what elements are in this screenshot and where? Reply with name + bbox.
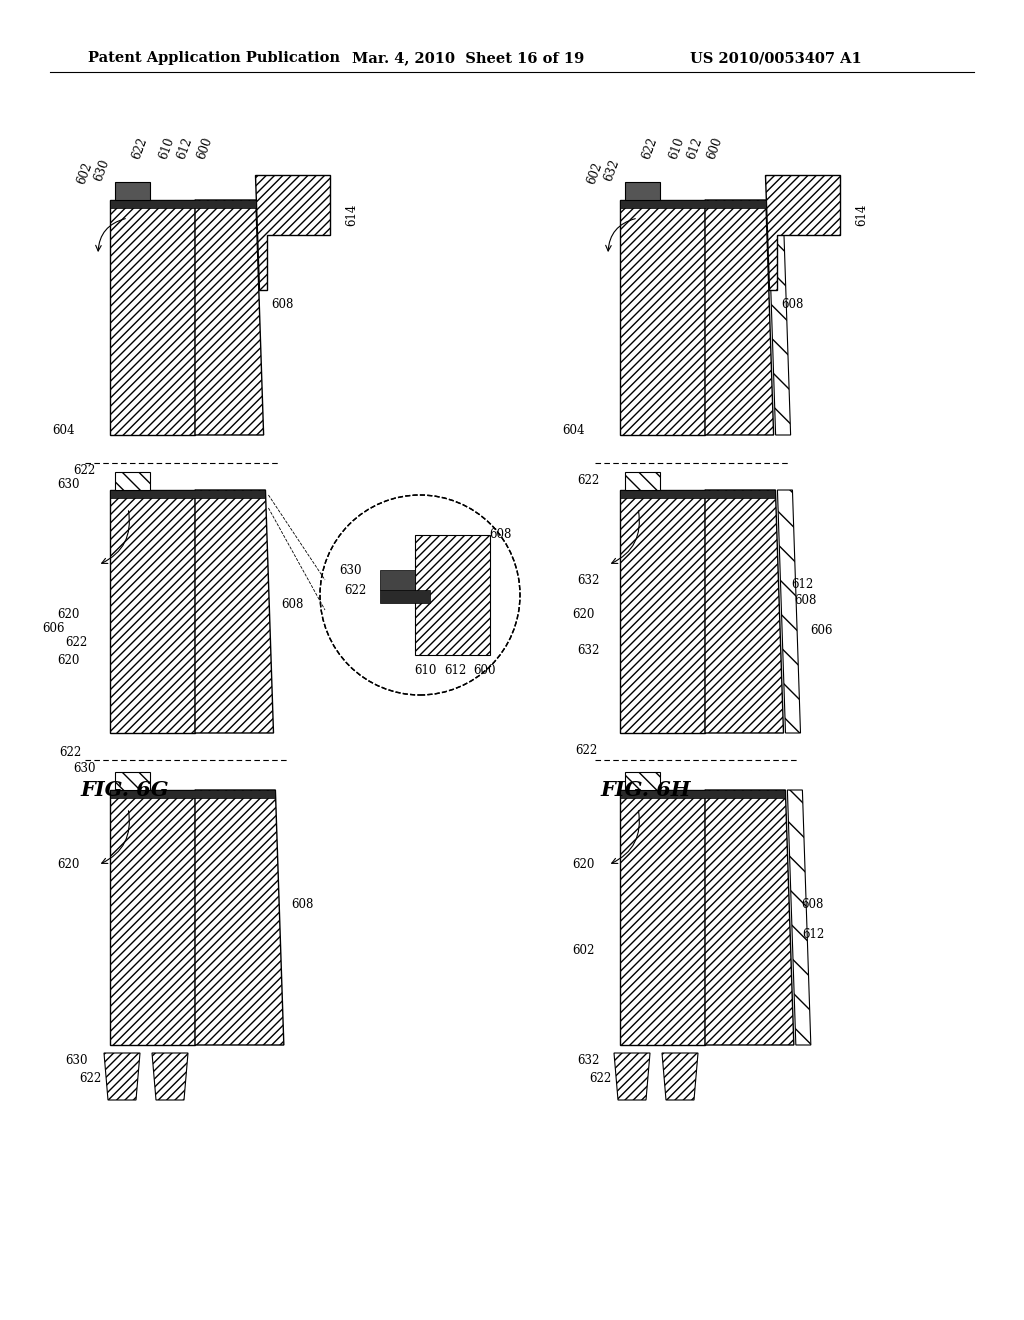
Text: 612: 612 — [803, 928, 824, 941]
Text: 632: 632 — [578, 1053, 600, 1067]
Text: 602: 602 — [75, 160, 95, 186]
Polygon shape — [620, 490, 705, 733]
Text: 620: 620 — [57, 609, 80, 622]
Text: 622: 622 — [590, 1072, 612, 1085]
Polygon shape — [625, 772, 660, 789]
Polygon shape — [115, 182, 150, 201]
Polygon shape — [110, 490, 265, 498]
Text: 606: 606 — [43, 622, 65, 635]
Text: 630: 630 — [92, 157, 112, 182]
Text: 608: 608 — [801, 899, 823, 912]
Polygon shape — [115, 473, 150, 490]
Polygon shape — [415, 535, 490, 655]
Text: 622: 622 — [66, 635, 88, 648]
Polygon shape — [195, 789, 284, 1045]
Polygon shape — [115, 772, 150, 789]
Polygon shape — [110, 789, 275, 799]
Polygon shape — [625, 182, 660, 201]
Polygon shape — [705, 789, 794, 1045]
Text: 610: 610 — [414, 664, 436, 676]
Polygon shape — [104, 1053, 140, 1100]
Text: 620: 620 — [572, 858, 595, 871]
Text: 608: 608 — [488, 528, 511, 541]
Text: 620: 620 — [572, 609, 595, 622]
Text: 630: 630 — [74, 762, 96, 775]
Text: 632: 632 — [578, 644, 600, 656]
Text: 610: 610 — [157, 135, 177, 161]
Text: 604: 604 — [52, 424, 75, 437]
Polygon shape — [380, 590, 430, 603]
Polygon shape — [620, 789, 785, 799]
Text: 622: 622 — [640, 136, 659, 161]
Text: 600: 600 — [474, 664, 497, 676]
Polygon shape — [620, 201, 705, 436]
Polygon shape — [380, 570, 415, 590]
Text: 630: 630 — [57, 478, 80, 491]
Polygon shape — [768, 201, 791, 436]
Text: 622: 622 — [73, 463, 95, 477]
Polygon shape — [620, 789, 705, 1045]
Text: 612: 612 — [685, 136, 705, 161]
Text: US 2010/0053407 A1: US 2010/0053407 A1 — [690, 51, 862, 65]
Polygon shape — [195, 201, 263, 436]
Polygon shape — [614, 1053, 650, 1100]
Text: 632: 632 — [578, 573, 600, 586]
Text: Mar. 4, 2010  Sheet 16 of 19: Mar. 4, 2010 Sheet 16 of 19 — [352, 51, 585, 65]
Text: 614: 614 — [345, 203, 358, 226]
Text: FIG. 6H: FIG. 6H — [600, 780, 690, 800]
Text: 622: 622 — [575, 743, 598, 756]
Text: 606: 606 — [810, 623, 833, 636]
Polygon shape — [110, 201, 195, 436]
Polygon shape — [765, 176, 840, 290]
Text: 614: 614 — [855, 203, 868, 226]
Polygon shape — [255, 176, 330, 290]
Text: 622: 622 — [344, 583, 367, 597]
Polygon shape — [110, 201, 256, 209]
Text: 600: 600 — [195, 135, 215, 161]
Text: FIG. 6G: FIG. 6G — [80, 780, 169, 800]
Text: Patent Application Publication: Patent Application Publication — [88, 51, 340, 65]
Polygon shape — [777, 490, 801, 733]
Text: 608: 608 — [781, 298, 804, 312]
Text: 620: 620 — [57, 653, 80, 667]
Text: 610: 610 — [667, 135, 687, 161]
Text: 602: 602 — [572, 944, 595, 957]
Text: 612: 612 — [175, 136, 195, 161]
Polygon shape — [620, 490, 775, 498]
Polygon shape — [787, 789, 811, 1045]
Polygon shape — [662, 1053, 698, 1100]
Text: 602: 602 — [585, 160, 605, 186]
Polygon shape — [110, 490, 195, 733]
Text: 632: 632 — [602, 157, 622, 182]
Polygon shape — [152, 1053, 188, 1100]
Polygon shape — [110, 789, 195, 1045]
Text: 604: 604 — [562, 424, 585, 437]
Text: 612: 612 — [791, 578, 813, 591]
Text: 620: 620 — [57, 858, 80, 871]
Polygon shape — [625, 473, 660, 490]
Text: 608: 608 — [794, 594, 816, 606]
Text: 622: 622 — [80, 1072, 102, 1085]
Text: 622: 622 — [130, 136, 150, 161]
Polygon shape — [620, 201, 766, 209]
Text: 608: 608 — [271, 298, 294, 312]
Text: 600: 600 — [706, 135, 725, 161]
Text: 630: 630 — [339, 564, 361, 577]
Text: 612: 612 — [443, 664, 466, 676]
Polygon shape — [705, 490, 783, 733]
Polygon shape — [705, 201, 773, 436]
Text: 622: 622 — [578, 474, 600, 487]
Circle shape — [319, 495, 520, 696]
Text: 608: 608 — [291, 899, 313, 912]
Text: 608: 608 — [282, 598, 303, 611]
Polygon shape — [195, 490, 273, 733]
Text: 622: 622 — [59, 747, 82, 759]
Text: 630: 630 — [66, 1053, 88, 1067]
